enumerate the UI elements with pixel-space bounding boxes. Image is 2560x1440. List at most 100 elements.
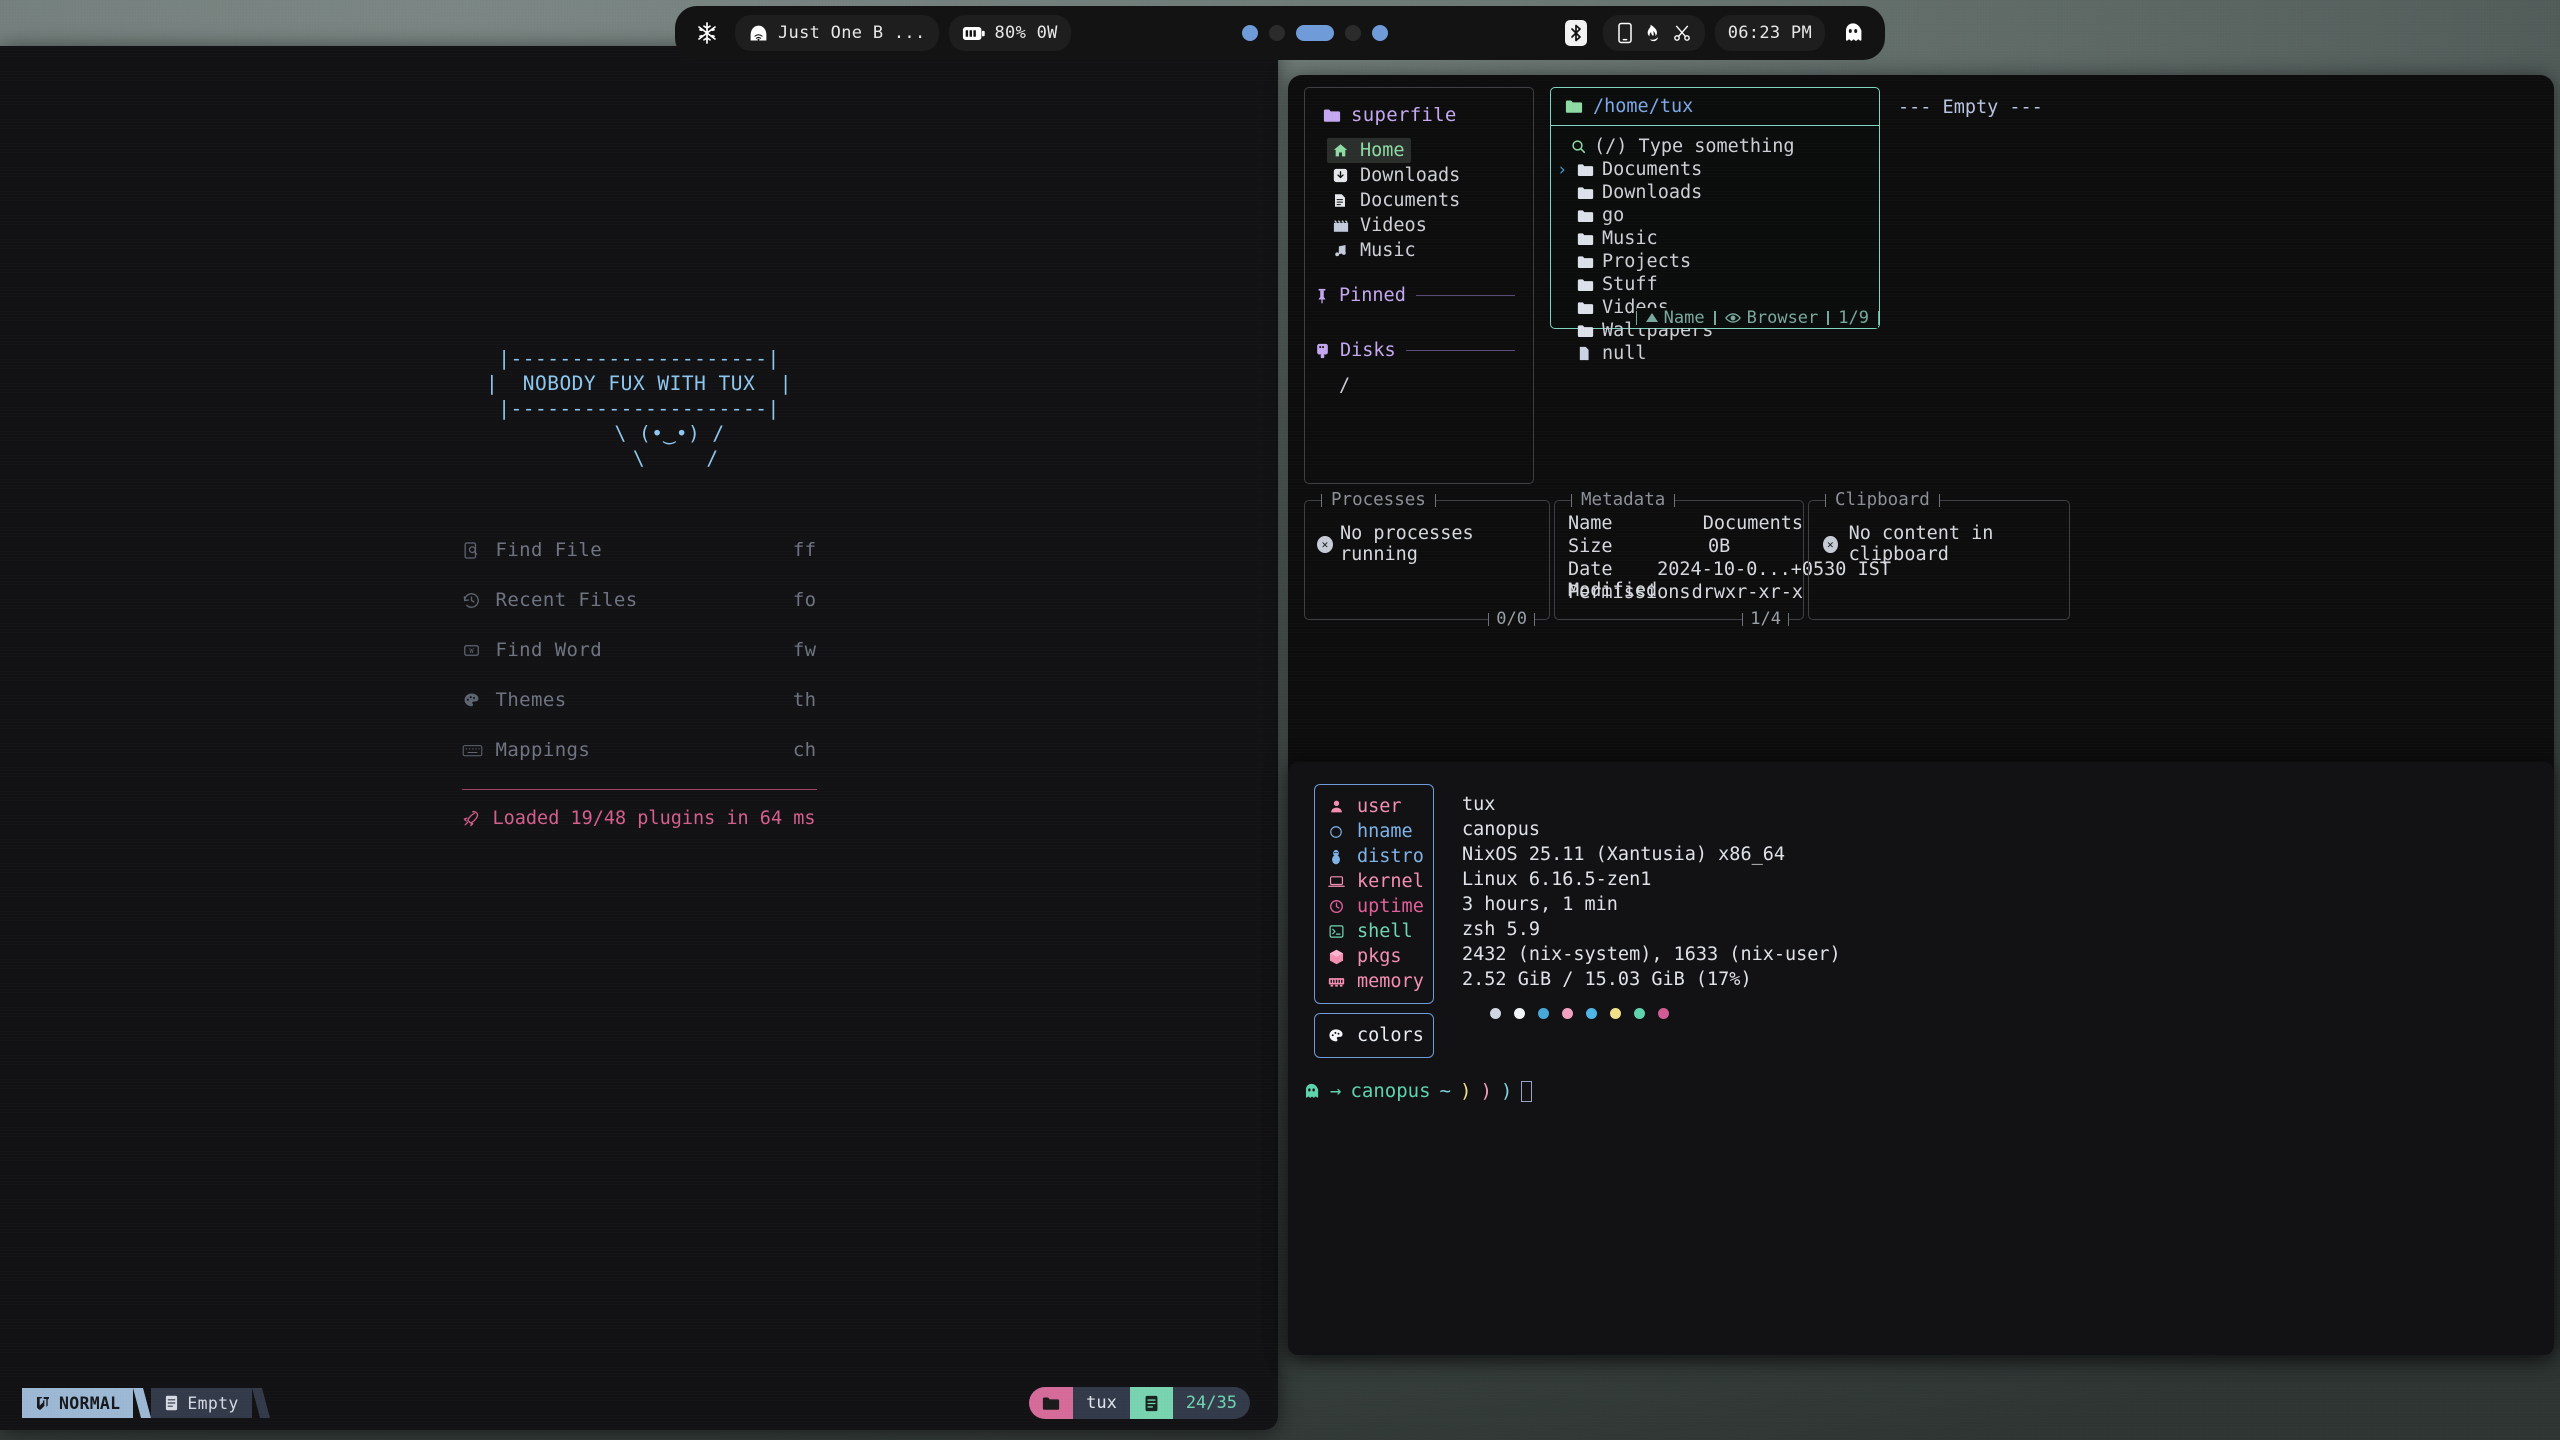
fastfetch-value-shell: zsh 5.9 [1462,919,1540,940]
menu-item-recent-files[interactable]: Recent Files fo [462,575,817,625]
browser-count: 1/9 [1829,308,1878,328]
top-bar: Just One B ... 80% 0W [675,6,1885,60]
metadata-row: Name Documents [1568,513,1803,536]
folder-icon [1577,301,1596,315]
sidebar-item-home[interactable]: Home [1327,138,1411,163]
battery-module[interactable]: 80% 0W [948,15,1071,51]
file-row-null[interactable]: null [1551,342,1879,365]
clock-module[interactable]: 06:23 PM [1714,15,1825,51]
metadata-title: Metadata [1571,490,1676,510]
sidebar-title: superfile [1351,104,1457,126]
laptop-icon [1326,875,1346,888]
flame-icon[interactable] [1643,23,1663,43]
file-name: go [1602,205,1625,226]
sidebar-item-videos[interactable]: Videos [1327,213,1433,238]
ghost-icon [1841,21,1865,45]
sidebar-item-documents[interactable]: Documents [1327,188,1466,213]
metadata-pane: Metadata Name Documents Size 0B Date Mod… [1554,490,1891,629]
sidebar-item-downloads[interactable]: Downloads [1327,163,1466,188]
folder-icon [1042,1396,1060,1411]
bluetooth-icon [1564,20,1587,46]
fastfetch-key-box: user hname [1314,784,1434,1004]
section-rule [1405,350,1515,351]
tray-module[interactable] [1602,15,1705,51]
nix-snowflake-icon[interactable] [689,15,725,51]
processes-count-label: 0/0 [1489,609,1534,629]
menu-label: Themes [495,689,567,711]
file-row-go[interactable]: go [1551,204,1879,227]
browser-sort[interactable]: Name [1636,308,1714,328]
neovim-window[interactable]: |---------------------| | NOBODY FUX WIT… [0,46,1278,1430]
superfile-sidebar: superfile Home [1304,87,1534,484]
folder-icon [1577,255,1596,269]
workspace-5[interactable] [1371,25,1388,41]
workspace-1[interactable] [1241,25,1258,41]
pin-icon [1315,288,1329,304]
sidebar-section-label: Pinned [1339,285,1406,306]
foot-sep [1534,612,1535,626]
file-row-downloads[interactable]: Downloads [1551,181,1879,204]
fastfetch-key-label: distro [1357,846,1424,867]
title-sep [1434,493,1436,507]
dashboard-menu: Find File ff Recent Files fo [461,525,817,829]
metadata-key: Permissions [1568,582,1691,603]
fastfetch-value-pkgs: 2432 (nix-system), 1633 (nix-user) [1462,944,1841,965]
browser-path-bar[interactable]: /home/tux [1551,88,1879,126]
browser-footer: Name Browser 1/9 [1551,307,1879,329]
video-icon [1333,219,1351,233]
folder-icon [1577,232,1596,246]
statusline-sep-2 [251,1388,270,1418]
terminal-icon [1326,924,1346,939]
menu-item-find-file[interactable]: Find File ff [462,525,817,575]
shell-prompt[interactable]: → canopus ~ ))) [1302,1080,2554,1102]
fastfetch-key-memory: memory [1315,969,1433,994]
menu-item-themes[interactable]: Themes th [462,675,817,725]
chevron-right-icon: › [1557,159,1568,180]
bluetooth-module[interactable] [1559,15,1593,51]
menu-item-find-word[interactable]: W Find Word fw [462,625,817,675]
file-row-projects[interactable]: Projects [1551,250,1879,273]
power-module[interactable] [1835,15,1871,51]
foot-sep [1788,612,1789,626]
file-icon [1577,346,1596,361]
phone-icon[interactable] [1616,22,1634,44]
status-cwd: tux [1073,1387,1130,1419]
file-row-music[interactable]: Music [1551,227,1879,250]
media-module[interactable]: Just One B ... [735,15,939,51]
workspace-4[interactable] [1344,25,1361,41]
prompt-arrow: → [1330,1080,1342,1102]
footer-sep [1827,311,1829,325]
fastfetch-memory-text: 2.52 GiB / 15.03 GiB (17%) [1462,969,1752,990]
search-input[interactable]: (/) Type something [1551,134,1879,158]
processes-title-label: Processes [1322,490,1435,510]
ascii-line-4: \ (•‿•) / [553,422,725,445]
processes-title: Processes [1321,490,1436,510]
menu-divider [461,789,817,790]
terminal-window[interactable]: user hname [1288,762,2554,1355]
scissors-icon[interactable] [1672,23,1692,43]
disk-entry[interactable]: / [1339,375,1351,396]
processes-pane: Processes ✕ No processes running 0/0 [1304,490,1550,629]
clipboard-pane: Clipboard ✕ No content in clipboard [1808,490,2070,620]
rocket-icon [462,809,481,828]
statusline-right: tux 24/35 [1029,1387,1250,1419]
title-sep [1674,493,1676,507]
file-name: null [1602,343,1647,364]
file-row-stuff[interactable]: Stuff [1551,273,1879,296]
workspace-2[interactable] [1268,25,1285,41]
browser-mode[interactable]: Browser [1715,308,1828,328]
sidebar-item-label: Music [1360,240,1416,261]
menu-item-mappings[interactable]: Mappings ch [462,725,817,775]
fastfetch-value-kernel: Linux 6.16.5-zen1 [1462,869,1652,890]
title-sep [1571,493,1572,507]
sidebar-item-music[interactable]: Music [1327,238,1422,263]
foot-sep [1488,612,1490,626]
metadata-key: Date Modified [1568,559,1658,601]
fastfetch-value-user: tux [1462,794,1496,815]
fastfetch-key-label: user [1357,796,1402,817]
clipboard-title: Clipboard [1825,490,1940,510]
metadata-table: Name Documents Size 0B Date Modified 202… [1555,501,1891,605]
file-row-documents[interactable]: › Documents [1551,158,1879,181]
workspace-3[interactable] [1295,25,1334,41]
folder-icon [1577,163,1596,177]
